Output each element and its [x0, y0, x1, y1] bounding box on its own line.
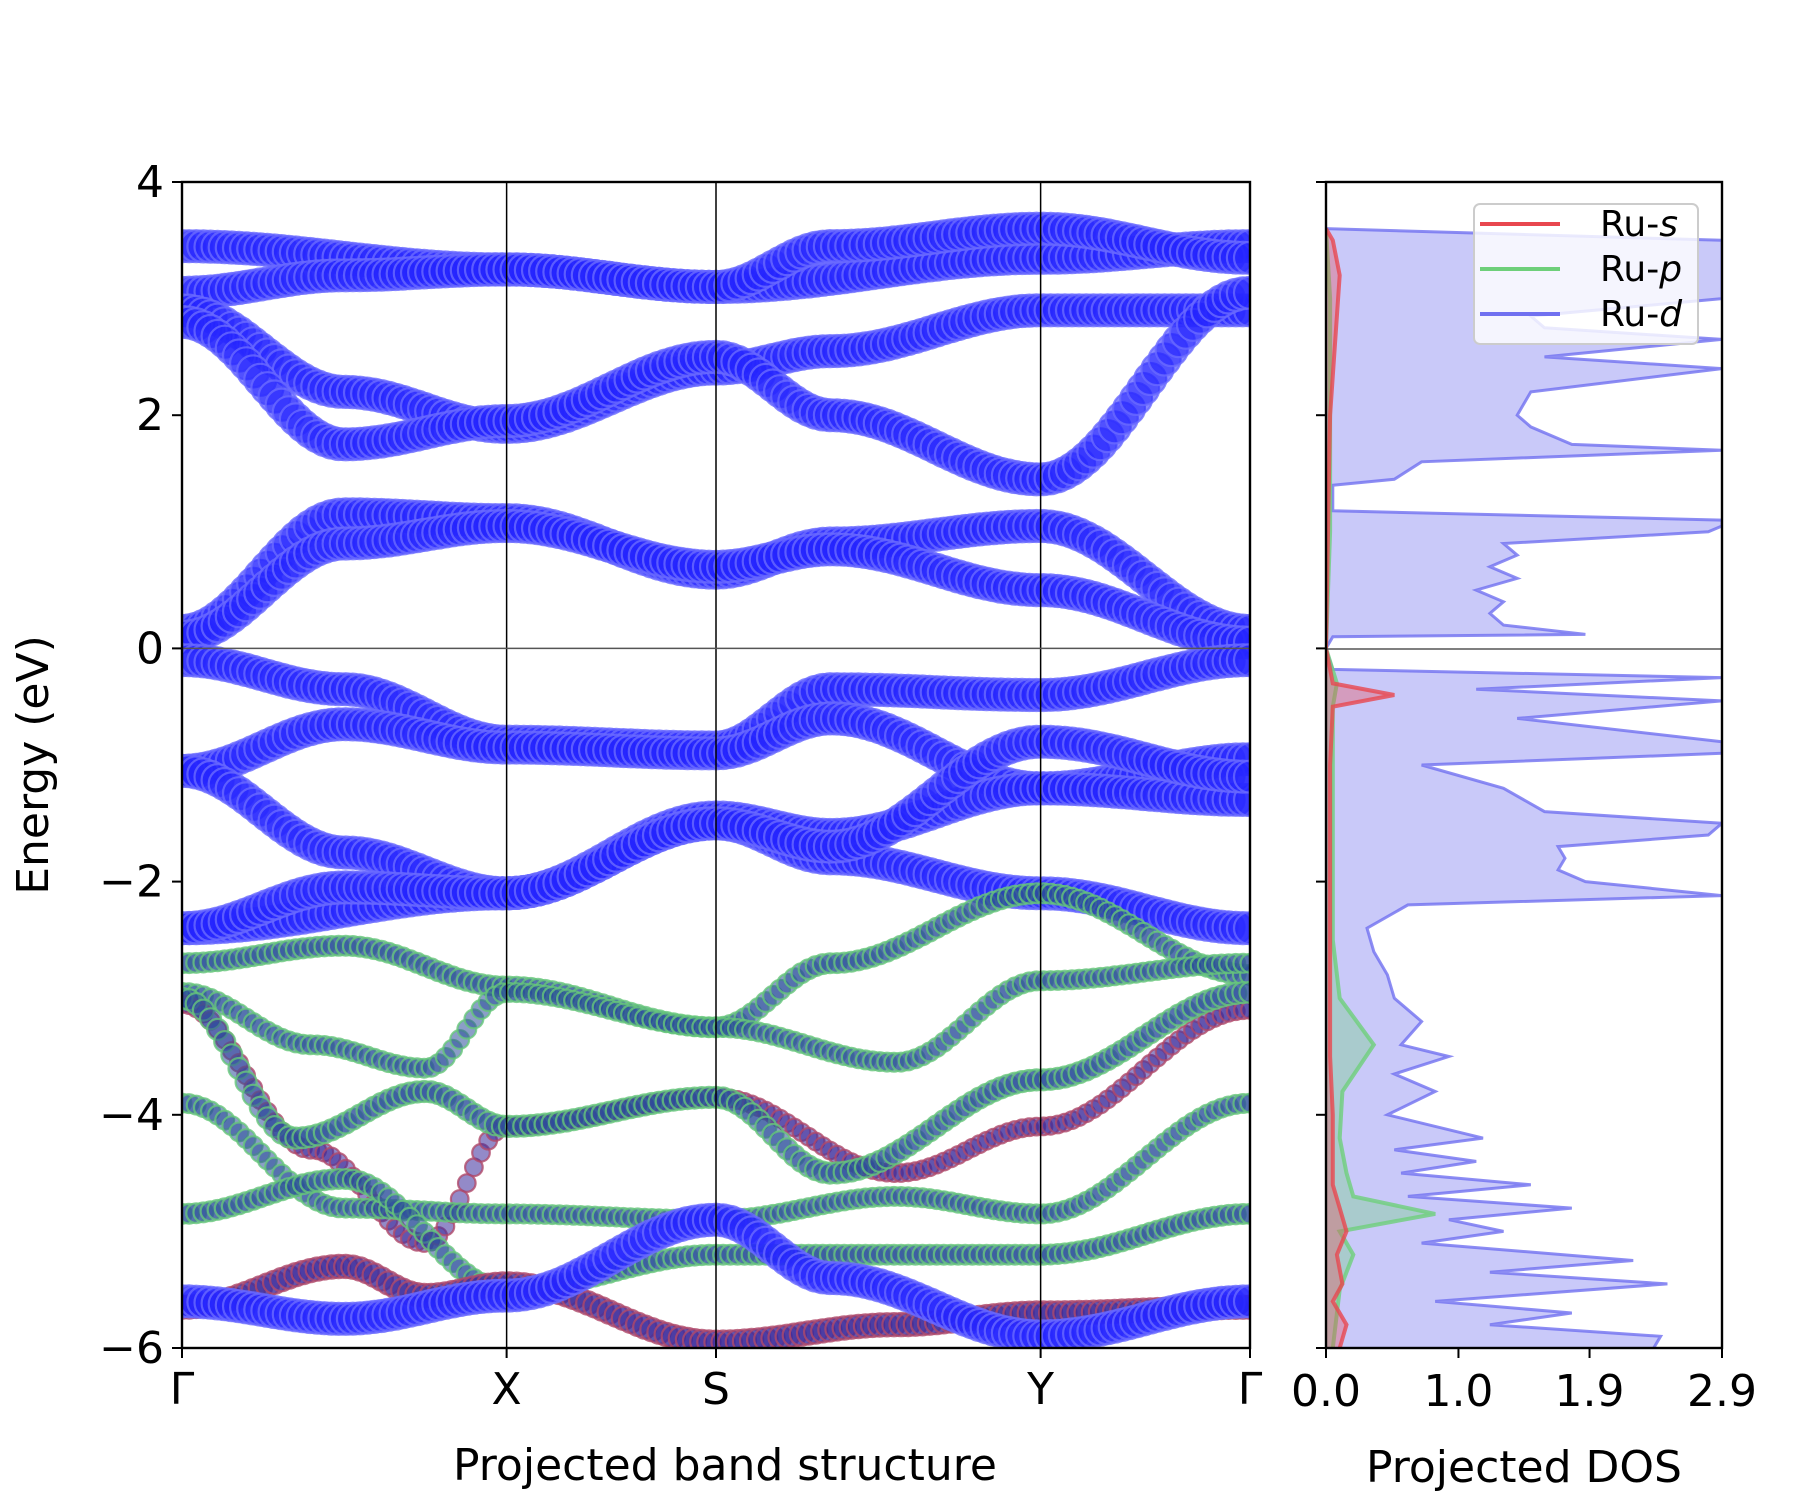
dos-y-axis — [1316, 181, 1326, 1349]
dos-panel: 0.0 1.0 1.9 2.9 Projected DOS Ru-s Ru-p Ru-… — [1291, 180, 1757, 1493]
dos-line-ru-d — [1326, 227, 1722, 1348]
band-y-tick-label: −6 — [99, 1323, 164, 1374]
band — [182, 1202, 1250, 1348]
band — [182, 980, 1250, 1185]
band-point — [1232, 643, 1250, 678]
band-x-axis-label: Projected band structure — [453, 1440, 997, 1491]
band-point — [1232, 759, 1250, 794]
band-markers — [182, 211, 1250, 1348]
band-y-tick-label: 0 — [136, 623, 164, 674]
band — [182, 724, 1250, 946]
dos-fill-ru-s — [1326, 228, 1395, 1348]
band-y-axis-label: Energy (eV) — [8, 635, 59, 895]
band-point — [456, 1173, 477, 1193]
kpoint-label: Γ — [1238, 1364, 1263, 1415]
band-point — [1232, 1284, 1250, 1319]
dos-x-tick-label: 1.0 — [1423, 1366, 1493, 1417]
dos-x-tick-label: 0.0 — [1291, 1366, 1361, 1417]
kpoint-label: X — [492, 1364, 522, 1415]
kpoint-label: Y — [1026, 1364, 1054, 1415]
band-point — [1238, 980, 1250, 1004]
dos-fill-ru-p — [1326, 228, 1436, 1348]
band — [182, 508, 1250, 660]
band — [182, 275, 1250, 497]
dos-x-axis: 0.0 1.0 1.9 2.9 — [1291, 1348, 1757, 1417]
band-guide-lines — [182, 182, 1250, 1348]
band-y-tick-label: 2 — [136, 390, 164, 441]
dos-line-ru-s — [1326, 227, 1395, 1348]
band-y-tick-label: −4 — [99, 1090, 164, 1141]
band-structure-panel: 4 2 0 −2 −4 −6 Γ X S Y Γ Projected band structure… — [8, 157, 1263, 1491]
dos-frame — [1324, 180, 1724, 1350]
band-point — [1232, 911, 1250, 946]
band — [182, 211, 1250, 310]
band-point — [1232, 275, 1250, 310]
dos-x-axis-label: Projected DOS — [1366, 1442, 1682, 1493]
legend: Ru-s Ru-p Ru-d — [1473, 203, 1699, 345]
legend-box — [1473, 203, 1699, 345]
band-point — [1232, 240, 1250, 275]
band-y-tick-label: 4 — [136, 157, 164, 208]
legend-entry-s: Ru-s — [1600, 204, 1678, 245]
legend-entry-p: Ru-p — [1600, 249, 1682, 290]
band-y-axis: 4 2 0 −2 −4 −6 — [99, 157, 182, 1374]
dos-x-tick-label: 1.9 — [1555, 1366, 1625, 1417]
kpoint-label: S — [702, 1364, 730, 1415]
band-y-tick-label: −2 — [99, 857, 164, 908]
dos-x-tick-label: 2.9 — [1687, 1366, 1757, 1417]
legend-entry-d: Ru-d — [1600, 294, 1683, 335]
kpoint-label: Γ — [170, 1364, 195, 1415]
